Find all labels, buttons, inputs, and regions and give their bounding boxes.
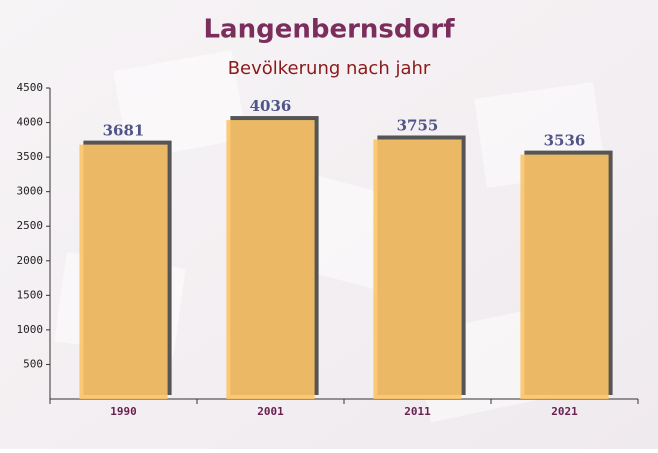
y-tick-label: 1500 xyxy=(17,288,44,301)
y-tick-label: 4000 xyxy=(17,116,44,129)
value-label: 3755 xyxy=(397,116,439,134)
x-tick-label: 2001 xyxy=(257,405,284,418)
y-tick-label: 3000 xyxy=(17,185,44,198)
value-label: 3536 xyxy=(544,132,586,150)
x-tick-label: 2011 xyxy=(404,405,431,418)
bar xyxy=(226,120,315,399)
bar xyxy=(79,144,168,399)
y-tick-label: 2500 xyxy=(17,219,44,232)
x-tick-label: 2021 xyxy=(551,405,578,418)
value-label: 4036 xyxy=(250,97,292,115)
y-tick-label: 3500 xyxy=(17,150,44,163)
value-label: 3681 xyxy=(103,122,145,140)
y-tick-label: 2000 xyxy=(17,254,44,267)
y-tick-label: 4500 xyxy=(17,81,44,94)
x-tick-label: 1990 xyxy=(110,405,137,418)
chart-subtitle: Bevölkerung nach jahr xyxy=(228,58,431,79)
bar xyxy=(373,139,462,399)
y-tick-label: 500 xyxy=(23,357,43,370)
bar xyxy=(520,154,609,399)
chart-title: Langenbernsdorf xyxy=(203,15,455,45)
y-tick-label: 1000 xyxy=(17,323,44,336)
